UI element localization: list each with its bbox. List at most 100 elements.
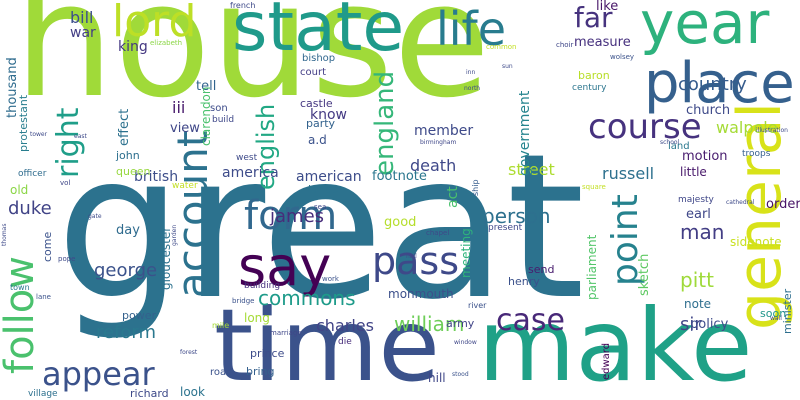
word-building: building — [244, 281, 281, 291]
word-henry: henry — [508, 275, 540, 288]
word-army: army — [446, 317, 475, 330]
word-present: present — [488, 223, 523, 233]
word-road: road — [210, 367, 233, 378]
word-good: good — [384, 215, 417, 230]
word-footnote: footnote — [372, 169, 427, 184]
word-minister: minister — [781, 288, 794, 334]
word-french: french — [230, 1, 256, 10]
word-time: time — [214, 287, 440, 400]
word-state: state — [232, 0, 405, 67]
word-soon: soon — [760, 307, 787, 320]
word-bridge: bridge — [232, 297, 255, 305]
word-form: form — [244, 193, 338, 239]
word-come: come — [41, 231, 54, 262]
word-death: death — [410, 156, 457, 175]
word-james: james — [270, 206, 325, 227]
word-policy: policy — [690, 317, 729, 332]
word-hill: hill — [428, 371, 446, 385]
word-country: country — [678, 74, 747, 95]
word-house: house — [14, 0, 491, 133]
word-william: william — [394, 312, 465, 336]
word-america: america — [222, 165, 279, 181]
word-birmingham: birmingham — [420, 139, 457, 146]
word-charles: charles — [316, 316, 374, 335]
word-sidenote: sidenote — [730, 235, 782, 249]
word-school: school — [660, 139, 680, 146]
word-illustration: illustration — [756, 127, 788, 134]
word-pitt: pitt — [680, 268, 714, 292]
word-american: american — [296, 169, 362, 185]
word-garden: garden — [171, 224, 178, 246]
word-monmouth: monmouth — [388, 287, 454, 301]
word-mile: mile — [212, 321, 230, 330]
word-measure: measure — [574, 35, 631, 50]
word-century: century — [572, 83, 607, 93]
word-west: west — [236, 153, 258, 163]
word-street: street — [508, 160, 555, 179]
word-meeting: meeting — [459, 228, 473, 278]
word-stood: stood — [452, 371, 469, 378]
word-troops: troops — [742, 149, 771, 159]
word-power: power — [122, 309, 156, 322]
word-make: make — [478, 287, 753, 400]
word-sea: sea — [314, 203, 327, 211]
word-forest: forest — [180, 349, 198, 356]
word-ship: ship — [471, 179, 480, 196]
word-appear: appear — [42, 355, 155, 393]
word-george: george — [94, 260, 158, 281]
word-right: right — [51, 107, 86, 179]
word-water: water — [172, 181, 198, 191]
word-far: far — [574, 1, 613, 34]
word-majesty: majesty — [678, 195, 714, 205]
word-chapel: chapel — [426, 229, 450, 237]
word-east: east — [74, 133, 87, 140]
word-england: england — [370, 70, 400, 176]
word-edward: edward — [601, 342, 612, 380]
word-russell: russell — [602, 164, 655, 183]
word-inn: inn — [466, 69, 476, 76]
word-duke: duke — [8, 198, 52, 219]
word-north: north — [464, 85, 481, 92]
word-life: life — [436, 2, 507, 56]
word-officer: officer — [18, 169, 47, 179]
word-prince: prince — [250, 347, 285, 360]
word-lane: lane — [36, 293, 51, 301]
word-bishop: bishop — [302, 53, 336, 64]
word-government: government — [517, 90, 533, 176]
word-hall: hall — [406, 253, 417, 260]
word-sun: sun — [502, 63, 513, 70]
word-account: account — [168, 130, 217, 298]
word-sir: sir — [680, 314, 702, 335]
word-year: year — [640, 0, 770, 57]
word-party: party — [306, 117, 336, 130]
word-sketch: sketch — [637, 253, 652, 296]
word-little: little — [680, 165, 707, 179]
word-war: war — [70, 25, 96, 41]
word-place: place — [644, 51, 795, 116]
word-wolsey: wolsey — [610, 53, 635, 61]
word-effect: effect — [117, 108, 132, 146]
word-motion: motion — [682, 149, 728, 164]
word-son: son — [210, 103, 228, 114]
word-act: act — [445, 186, 461, 208]
word-king: king — [118, 39, 148, 55]
word-square: square — [582, 183, 606, 191]
word-protestant: protestant — [17, 94, 30, 152]
word-long: long — [244, 311, 270, 325]
word-pass: pass — [372, 239, 460, 283]
word-tower: tower — [30, 131, 48, 138]
word-view: view — [170, 121, 200, 136]
word-british: british — [134, 169, 179, 185]
word-course: course — [588, 107, 702, 147]
word-window: window — [454, 339, 477, 346]
word-look: look — [180, 385, 205, 399]
word-gate: gate — [88, 213, 102, 220]
word-member: member — [414, 123, 474, 139]
word-church: church — [686, 103, 731, 118]
word-thomas: thomas — [1, 223, 8, 246]
word-reform: reform — [96, 322, 157, 343]
word-river: river — [468, 301, 487, 310]
word-know: know — [310, 107, 347, 123]
word-follow: follow — [0, 256, 43, 374]
